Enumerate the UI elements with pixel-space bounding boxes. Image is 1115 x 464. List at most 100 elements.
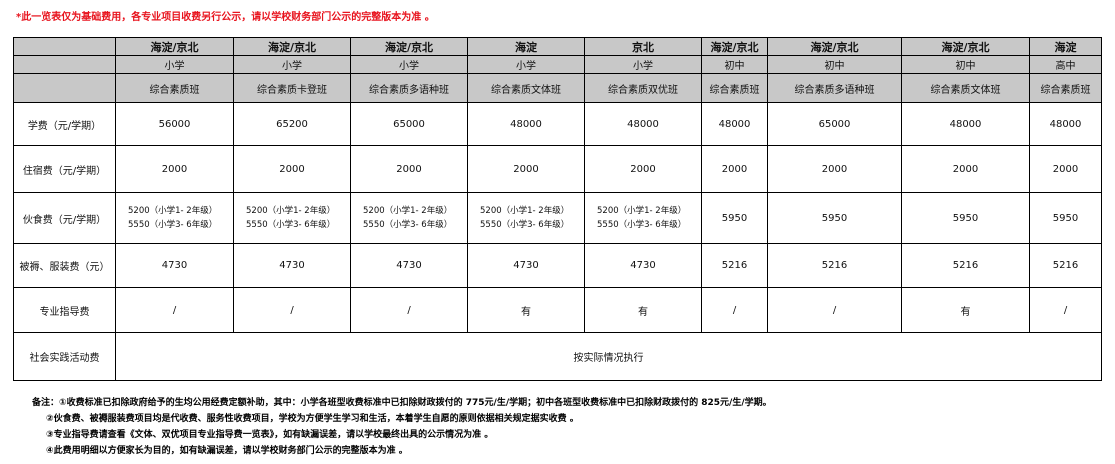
value-cell: 5216: [901, 243, 1030, 288]
value-cell: 5216: [1029, 243, 1102, 288]
header-program: 综合素质双优班: [584, 73, 702, 103]
header-campus: 海淀/京北: [901, 37, 1030, 56]
header-campus: 海淀/京北: [767, 37, 902, 56]
value-cell: 5950: [901, 192, 1030, 244]
social-practice-row: 社会实践活动费 按实际情况执行: [13, 332, 1102, 381]
meal-line: 5200（小学1- 2年级）: [597, 206, 687, 216]
value-cell: 5216: [701, 243, 768, 288]
value-cell: 2000: [901, 145, 1030, 193]
value-cell: 5950: [767, 192, 902, 244]
value-cell: 4730: [115, 243, 234, 288]
value-cell: 4730: [467, 243, 585, 288]
value-cell: 2000: [233, 145, 351, 193]
header-level: 高中: [1029, 55, 1102, 74]
value-cell: 48000: [901, 102, 1030, 146]
meal-line: 5550（小学3- 6年级）: [246, 220, 336, 230]
row-label: 住宿费（元/学期）: [13, 145, 116, 193]
value-cell: 48000: [584, 102, 702, 146]
meal-line: 5550（小学3- 6年级）: [128, 220, 218, 230]
value-cell: /: [767, 287, 902, 333]
header-campus: 海淀/京北: [115, 37, 234, 56]
level-row: 小学 小学 小学 小学 小学 初中 初中 初中 高中: [13, 55, 1102, 74]
header-campus: 海淀: [1029, 37, 1102, 56]
meal-line: 5200（小学1- 2年级）: [480, 206, 570, 216]
value-cell: 5950: [1029, 192, 1102, 244]
value-cell: 48000: [701, 102, 768, 146]
header-program: 综合素质班: [701, 73, 768, 103]
value-cell: 2000: [467, 145, 585, 193]
remarks: 备注：①收费标准已扣除政府给予的生均公用经费定额补助，其中：小学各班型收费标准中…: [32, 395, 772, 459]
value-cell: 2000: [1029, 145, 1102, 193]
row-label: 伙食费（元/学期）: [13, 192, 116, 244]
header-campus: 海淀/京北: [233, 37, 351, 56]
program-row: 综合素质班 综合素质卡登班 综合素质多语种班 综合素质文体班 综合素质双优班 综合素质班综…: [13, 73, 1102, 103]
header-level: 小学: [467, 55, 585, 74]
header-level: 初中: [901, 55, 1030, 74]
row-label: 社会实践活动费: [13, 332, 116, 381]
value-cell: 4730: [233, 243, 351, 288]
value-cell: 56000: [115, 102, 234, 146]
merged-cell: 按实际情况执行: [115, 332, 1102, 381]
uniform-row: 被褥、服装费（元） 4730 4730 4730 4730 4730 5216 5216 521…: [13, 243, 1102, 288]
value-cell: 2000: [767, 145, 902, 193]
remark-3: ③专业指导费请查看《文体、双优项目专业指导费一览表》，如有缺漏误差，请以学校最终…: [46, 430, 494, 440]
meal-row: 伙食费（元/学期） 5200（小学1- 2年级） 5550（小学3- 6年级） 520…: [13, 192, 1102, 244]
header-level: 小学: [584, 55, 702, 74]
value-cell: 有: [584, 287, 702, 333]
header-program: 综合素质多语种班: [767, 73, 902, 103]
coaching-row: 专业指导费 / / / 有有 / / 有 /: [13, 287, 1102, 333]
header-campus: 海淀/京北: [350, 37, 468, 56]
value-cell: 65200: [233, 102, 351, 146]
value-cell: 2000: [115, 145, 234, 193]
meal-cell: 5200（小学1- 2年级） 5550（小学3- 6年级）: [584, 192, 702, 244]
fee-table: 海淀/京北 海淀/京北 海淀/京北 海淀 京北 海淀/京北 海淀/京北 海淀/京北 海淀 小学小…: [13, 37, 1102, 381]
value-cell: /: [115, 287, 234, 333]
header-level: 小学: [233, 55, 351, 74]
header-level: 小学: [115, 55, 234, 74]
value-cell: 有: [467, 287, 585, 333]
value-cell: 65000: [350, 102, 468, 146]
remark-2: ②伙食费、被褥服装费项目均是代收费、服务性收费项目，学校为方便学生学习和生活，本…: [46, 414, 579, 424]
meal-cell: 5200（小学1- 2年级） 5550（小学3- 6年级）: [350, 192, 468, 244]
value-cell: 有: [901, 287, 1030, 333]
header-program: 综合素质班: [1029, 73, 1102, 103]
header-program: 综合素质文体班: [467, 73, 585, 103]
value-cell: 5950: [701, 192, 768, 244]
meal-line: 5550（小学3- 6年级）: [597, 220, 687, 230]
value-cell: 65000: [767, 102, 902, 146]
meal-line: 5550（小学3- 6年级）: [480, 220, 570, 230]
meal-cell: 5200（小学1- 2年级） 5550（小学3- 6年级）: [115, 192, 234, 244]
campus-row: 海淀/京北 海淀/京北 海淀/京北 海淀 京北 海淀/京北 海淀/京北 海淀/京北 海淀: [13, 37, 1102, 56]
value-cell: 4730: [584, 243, 702, 288]
value-cell: /: [350, 287, 468, 333]
header-level: 小学: [350, 55, 468, 74]
meal-line: 5550（小学3- 6年级）: [363, 220, 453, 230]
value-cell: 5216: [767, 243, 902, 288]
meal-line: 5200（小学1- 2年级）: [363, 206, 453, 216]
header-level: 初中: [767, 55, 902, 74]
value-cell: /: [701, 287, 768, 333]
remark-1: 备注：①收费标准已扣除政府给予的生均公用经费定额补助，其中：小学各班型收费标准中…: [32, 398, 772, 408]
row-label: 学费（元/学期）: [13, 102, 116, 146]
value-cell: /: [1029, 287, 1102, 333]
fee-notice: *此一览表仅为基础费用，各专业项目收费另行公示，请以学校财务部门公示的完整版本为…: [16, 12, 435, 23]
meal-line: 5200（小学1- 2年级）: [246, 206, 336, 216]
header-program: 综合素质文体班: [901, 73, 1030, 103]
value-cell: 2000: [350, 145, 468, 193]
meal-line: 5200（小学1- 2年级）: [128, 206, 218, 216]
value-cell: 48000: [467, 102, 585, 146]
header-campus: 海淀: [467, 37, 585, 56]
remark-4: ④此费用明细以方便家长为目的，如有缺漏误差，请以学校财务部门公示的完整版本为准 …: [46, 446, 408, 456]
row-label: 专业指导费: [13, 287, 116, 333]
meal-cell: 5200（小学1- 2年级） 5550（小学3- 6年级）: [467, 192, 585, 244]
value-cell: 48000: [1029, 102, 1102, 146]
row-label: 被褥、服装费（元）: [13, 243, 116, 288]
header-level: 初中: [701, 55, 768, 74]
header-campus: 海淀/京北: [701, 37, 768, 56]
header-program: 综合素质卡登班: [233, 73, 351, 103]
value-cell: 4730: [350, 243, 468, 288]
header-campus: 京北: [584, 37, 702, 56]
value-cell: /: [233, 287, 351, 333]
meal-cell: 5200（小学1- 2年级） 5550（小学3- 6年级）: [233, 192, 351, 244]
value-cell: 2000: [584, 145, 702, 193]
